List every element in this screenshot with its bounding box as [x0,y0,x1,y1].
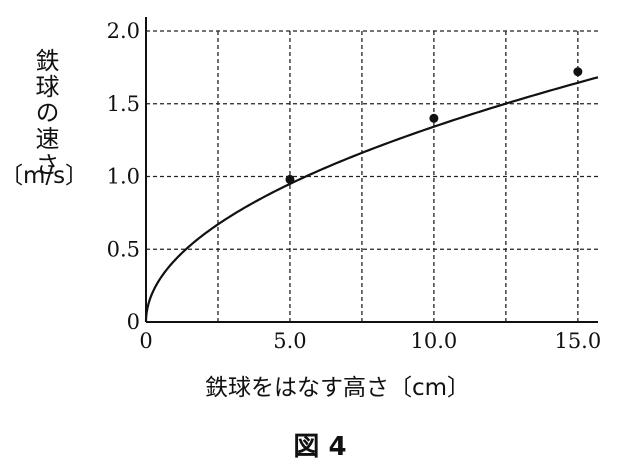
y-tick-label: 1.5 [107,92,140,116]
data-point-0 [285,174,295,184]
grid-lines [146,30,598,322]
axes [145,17,598,323]
y-tick-label: 0 [127,310,140,334]
x-tick-label: 5.0 [273,329,306,353]
x-tick-labels: 0 5.0 10.0 15.0 [139,329,601,353]
data-points [285,67,583,184]
x-axis-unit: 〔cm〕 [389,375,471,401]
figure-caption: 図 4 [293,432,347,462]
x-tick-label: 15.0 [554,329,601,353]
y-axis-label: 鉄球の速さ [31,48,59,178]
x-tick-label: 10.0 [411,329,458,353]
x-tick-label: 0 [139,329,152,353]
x-axis-label-group: 鉄球をはなす高さ〔cm〕 [205,368,470,402]
y-tick-label: 1.0 [107,165,140,189]
y-axis-label-group: 鉄球の速さ [10,48,80,178]
data-point-2 [573,67,583,77]
fit-curve [144,76,599,323]
y-tick-label: 0.5 [107,237,140,261]
data-point-1 [429,113,439,123]
y-tick-label: 2.0 [107,19,140,43]
y-axis-unit: 〔m/s〕 [0,163,89,189]
y-tick-labels: 0 0.5 1.0 1.5 2.0 [107,19,140,334]
x-axis-label: 鉄球をはなす高さ [205,375,389,401]
